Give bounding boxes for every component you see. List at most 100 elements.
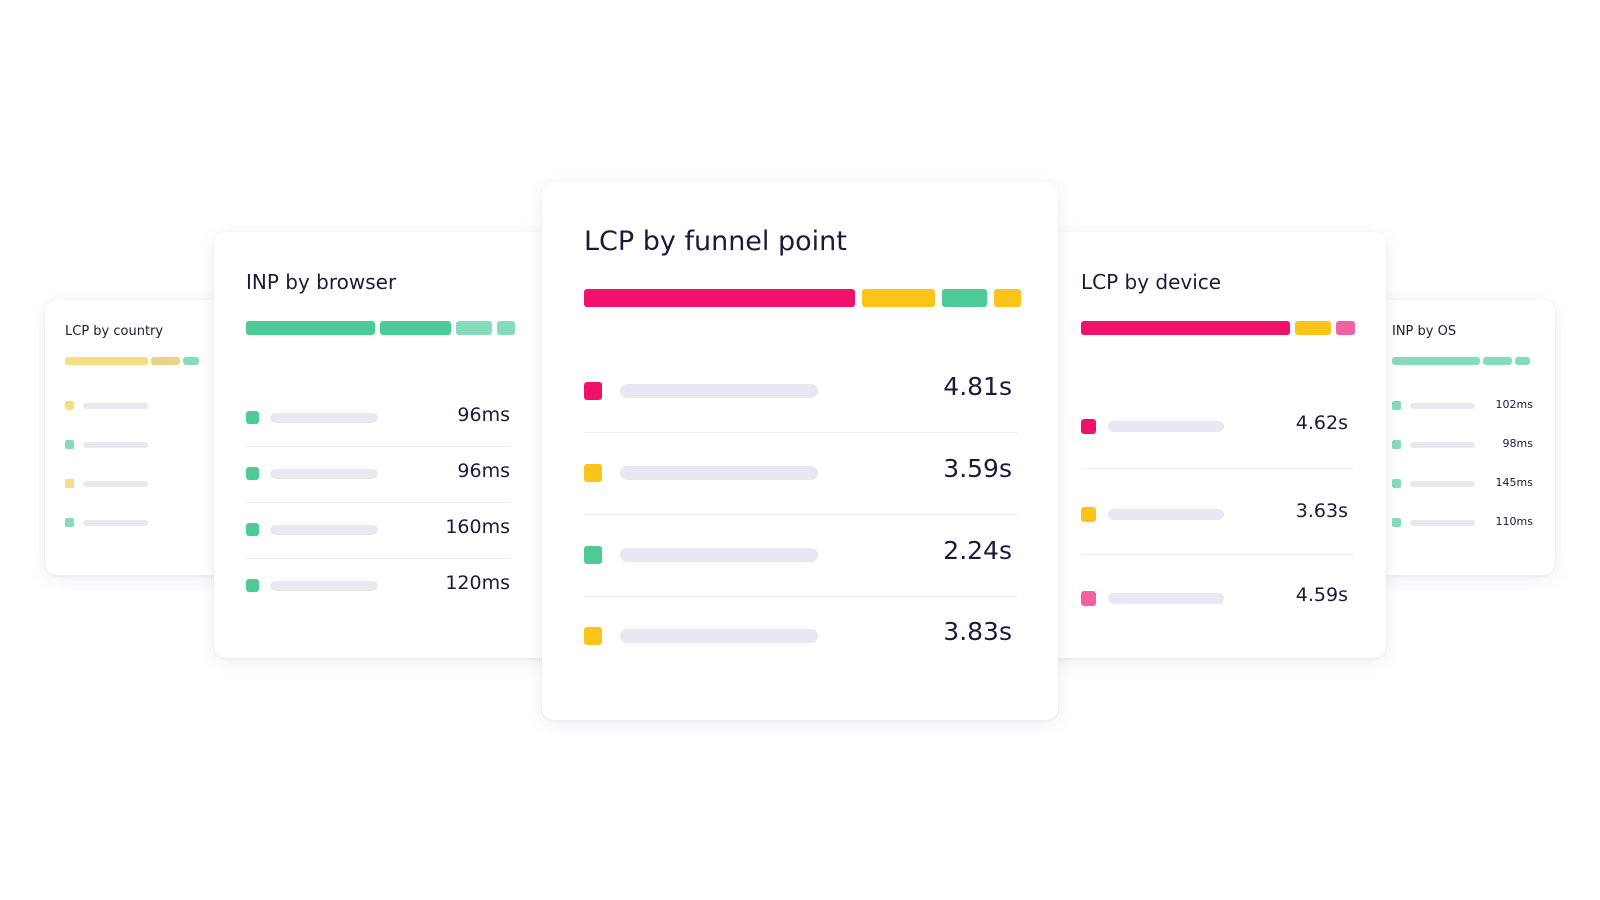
bar-segment-poor bbox=[1515, 357, 1530, 365]
metric-value: 145ms bbox=[1495, 476, 1533, 489]
card-title: LCP by country bbox=[65, 324, 164, 339]
status-swatch bbox=[1392, 479, 1401, 488]
card-title: LCP by funnel point bbox=[584, 226, 847, 257]
list-item: 4.62s bbox=[1026, 398, 1386, 454]
list-item: 3.83s bbox=[542, 597, 1058, 677]
status-swatch bbox=[1392, 440, 1401, 449]
label-placeholder bbox=[1108, 509, 1224, 520]
list-item: 102ms bbox=[1320, 395, 1555, 415]
status-swatch bbox=[584, 382, 602, 400]
label-placeholder bbox=[1410, 442, 1475, 448]
label-placeholder bbox=[270, 413, 378, 423]
label-placeholder bbox=[1108, 421, 1224, 432]
card-inp-by-browser: INP by browser 96ms 96ms 160ms 1 bbox=[214, 232, 574, 658]
row-divider bbox=[584, 596, 1017, 597]
label-placeholder bbox=[270, 469, 378, 479]
bar-segment-good bbox=[942, 289, 987, 307]
status-swatch bbox=[65, 440, 74, 449]
label-placeholder bbox=[1108, 593, 1224, 604]
distribution-bar bbox=[1392, 357, 1530, 365]
row-divider bbox=[246, 558, 510, 559]
distribution-bar bbox=[584, 289, 1021, 307]
row-divider bbox=[246, 446, 510, 447]
status-swatch bbox=[1392, 401, 1401, 410]
row-divider bbox=[584, 432, 1017, 433]
list-item: 145ms bbox=[1320, 473, 1555, 493]
distribution-bar bbox=[246, 321, 515, 335]
status-swatch bbox=[65, 401, 74, 410]
list-item: 96ms bbox=[214, 390, 574, 446]
metric-value: 98ms bbox=[1502, 437, 1533, 450]
label-placeholder bbox=[620, 629, 818, 643]
label-placeholder bbox=[620, 466, 818, 480]
status-swatch bbox=[584, 464, 602, 482]
label-placeholder bbox=[620, 384, 818, 398]
label-placeholder bbox=[1410, 403, 1475, 409]
card-title: LCP by device bbox=[1081, 270, 1222, 294]
metric-value: 96ms bbox=[457, 460, 510, 482]
bar-segment-poor bbox=[456, 321, 492, 335]
card-lcp-by-device: LCP by device 4.62s 3.63s 4.59s bbox=[1026, 232, 1386, 658]
status-swatch bbox=[1081, 419, 1096, 434]
status-swatch bbox=[65, 479, 74, 488]
bar-segment-good bbox=[246, 321, 375, 335]
metric-value: 2.24s bbox=[943, 536, 1012, 565]
status-swatch bbox=[1081, 507, 1096, 522]
metric-value: 120ms bbox=[445, 572, 510, 594]
bar-segment-other bbox=[1336, 321, 1355, 335]
status-swatch bbox=[584, 546, 602, 564]
metric-value: 96ms bbox=[457, 404, 510, 426]
metric-value: 3.63s bbox=[1295, 500, 1348, 522]
bar-segment-needs-improvement bbox=[1483, 357, 1512, 365]
row-divider bbox=[1081, 554, 1355, 555]
bar-segment-needs-improvement bbox=[862, 289, 935, 307]
bar-segment-other bbox=[497, 321, 515, 335]
list-item: 110ms bbox=[1320, 512, 1555, 532]
metric-value: 4.59s bbox=[1295, 584, 1348, 606]
bar-segment-good bbox=[65, 357, 148, 365]
bar-segment-poor bbox=[584, 289, 855, 307]
list-item: 4.81s bbox=[542, 352, 1058, 432]
label-placeholder bbox=[83, 481, 148, 487]
metric-value: 3.83s bbox=[943, 617, 1012, 646]
bar-segment-needs-improvement bbox=[380, 321, 451, 335]
status-swatch bbox=[584, 627, 602, 645]
list-item: 160ms bbox=[214, 502, 574, 558]
list-item: 2.24s bbox=[542, 516, 1058, 596]
status-swatch bbox=[1392, 518, 1401, 527]
status-swatch bbox=[246, 411, 259, 424]
label-placeholder bbox=[83, 403, 148, 409]
label-placeholder bbox=[83, 520, 148, 526]
card-title: INP by OS bbox=[1392, 324, 1457, 339]
metric-value: 3.59s bbox=[943, 454, 1012, 483]
card-lcp-by-funnel-point: LCP by funnel point 4.81s 3.59s 2.24s bbox=[542, 182, 1058, 720]
list-item: 96ms bbox=[214, 446, 574, 502]
metric-value: 160ms bbox=[445, 516, 510, 538]
metric-value: 4.62s bbox=[1295, 412, 1348, 434]
metric-value: 102ms bbox=[1495, 398, 1533, 411]
row-divider bbox=[584, 514, 1017, 515]
bar-segment-other bbox=[994, 289, 1021, 307]
status-swatch bbox=[65, 518, 74, 527]
label-placeholder bbox=[270, 525, 378, 535]
status-swatch bbox=[246, 467, 259, 480]
status-swatch bbox=[246, 579, 259, 592]
card-title: INP by browser bbox=[246, 270, 397, 294]
metric-value: 110ms bbox=[1495, 515, 1533, 528]
list-item: 4.59s bbox=[1026, 570, 1386, 626]
label-placeholder bbox=[83, 442, 148, 448]
list-item: 3.59s bbox=[542, 434, 1058, 514]
bar-segment-poor bbox=[1081, 321, 1290, 335]
list-item: 3.63s bbox=[1026, 486, 1386, 542]
bar-segment-needs-improvement bbox=[151, 357, 180, 365]
label-placeholder bbox=[620, 548, 818, 562]
bar-segment-needs-improvement bbox=[1295, 321, 1331, 335]
distribution-bar bbox=[1081, 321, 1355, 335]
label-placeholder bbox=[1410, 481, 1475, 487]
label-placeholder bbox=[1410, 520, 1475, 526]
bar-segment-poor bbox=[183, 357, 199, 365]
status-swatch bbox=[1081, 591, 1096, 606]
bar-segment-good bbox=[1392, 357, 1480, 365]
list-item: 120ms bbox=[214, 558, 574, 614]
